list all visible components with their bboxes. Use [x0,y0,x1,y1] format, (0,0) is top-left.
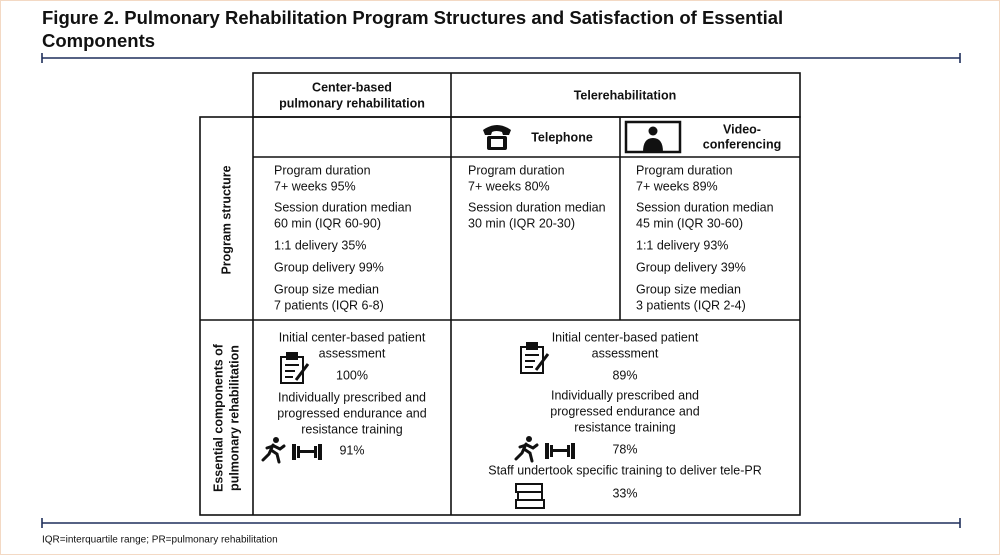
row-label: Program structure [219,165,233,274]
video-icon [624,120,682,154]
cell-text: 100% [336,368,368,382]
column-subheader: conferencing [703,137,782,151]
column-header: Telerehabilitation [574,88,677,102]
cell-text: Group size median [636,282,741,296]
cell-text: Group delivery 39% [636,260,746,274]
telephone-icon [483,125,511,150]
title: Figure 2. Pulmonary Rehabilitation Progr… [42,7,783,28]
rules [41,53,961,528]
cell-text: 89% [612,368,637,382]
clipboard-icon [280,352,310,384]
cell-text: Session duration median [274,200,412,214]
cell-text: progressed endurance and [550,404,699,418]
cell-text: Staff undertook specific training to del… [488,463,762,477]
column-header: Center-based [312,80,392,94]
cell-text: assessment [592,346,659,360]
cell-text: Program duration [274,163,371,177]
cell-text: 33% [612,486,637,500]
cell-text: Initial center-based patient [552,330,699,344]
cell-text: Program duration [468,163,565,177]
cell-text: 7+ weeks 80% [468,179,550,193]
cell-text: resistance training [301,422,402,436]
cell-text: 60 min (IQR 60-90) [274,216,381,230]
cell-text: Group delivery 99% [274,260,384,274]
cell-text: 1:1 delivery 93% [636,238,728,252]
cell-text: Program duration [636,163,733,177]
cell-text: Session duration median [636,200,774,214]
cell-text: 1:1 delivery 35% [274,238,366,252]
cell-text: Group size median [274,282,379,296]
table-grid [199,72,801,516]
cell-text: Individually prescribed and [278,390,426,404]
cell-text: resistance training [574,420,675,434]
cell-text: Initial center-based patient [279,330,426,344]
cell-text: 78% [612,442,637,456]
cell-text: 7+ weeks 89% [636,179,718,193]
cell-text: 7 patients (IQR 6-8) [274,298,384,312]
column-header: pulmonary rehabilitation [279,96,425,110]
column-subheader: Telephone [531,130,593,144]
cell-text: 7+ weeks 95% [274,179,356,193]
cell-text: 30 min (IQR 20-30) [468,216,575,230]
title: Components [42,30,155,51]
cell-text: Session duration median [468,200,606,214]
exercise-icon [514,436,575,463]
clipboard-icon [520,342,550,374]
cell-text: Individually prescribed and [551,388,699,402]
cell-text: 91% [339,443,364,457]
column-subheader: Video- [723,122,761,136]
cell-text: assessment [319,346,386,360]
cell-text: progressed endurance and [277,406,426,420]
cell-text: 45 min (IQR 30-60) [636,216,743,230]
row-label: Essential components of [211,343,225,492]
row-label: pulmonary rehabilitation [227,345,241,491]
books-icon [515,483,545,509]
cell-text: 3 patients (IQR 2-4) [636,298,746,312]
footnote: IQR=interquartile range; PR=pulmonary re… [42,535,278,546]
exercise-icon [261,437,322,464]
